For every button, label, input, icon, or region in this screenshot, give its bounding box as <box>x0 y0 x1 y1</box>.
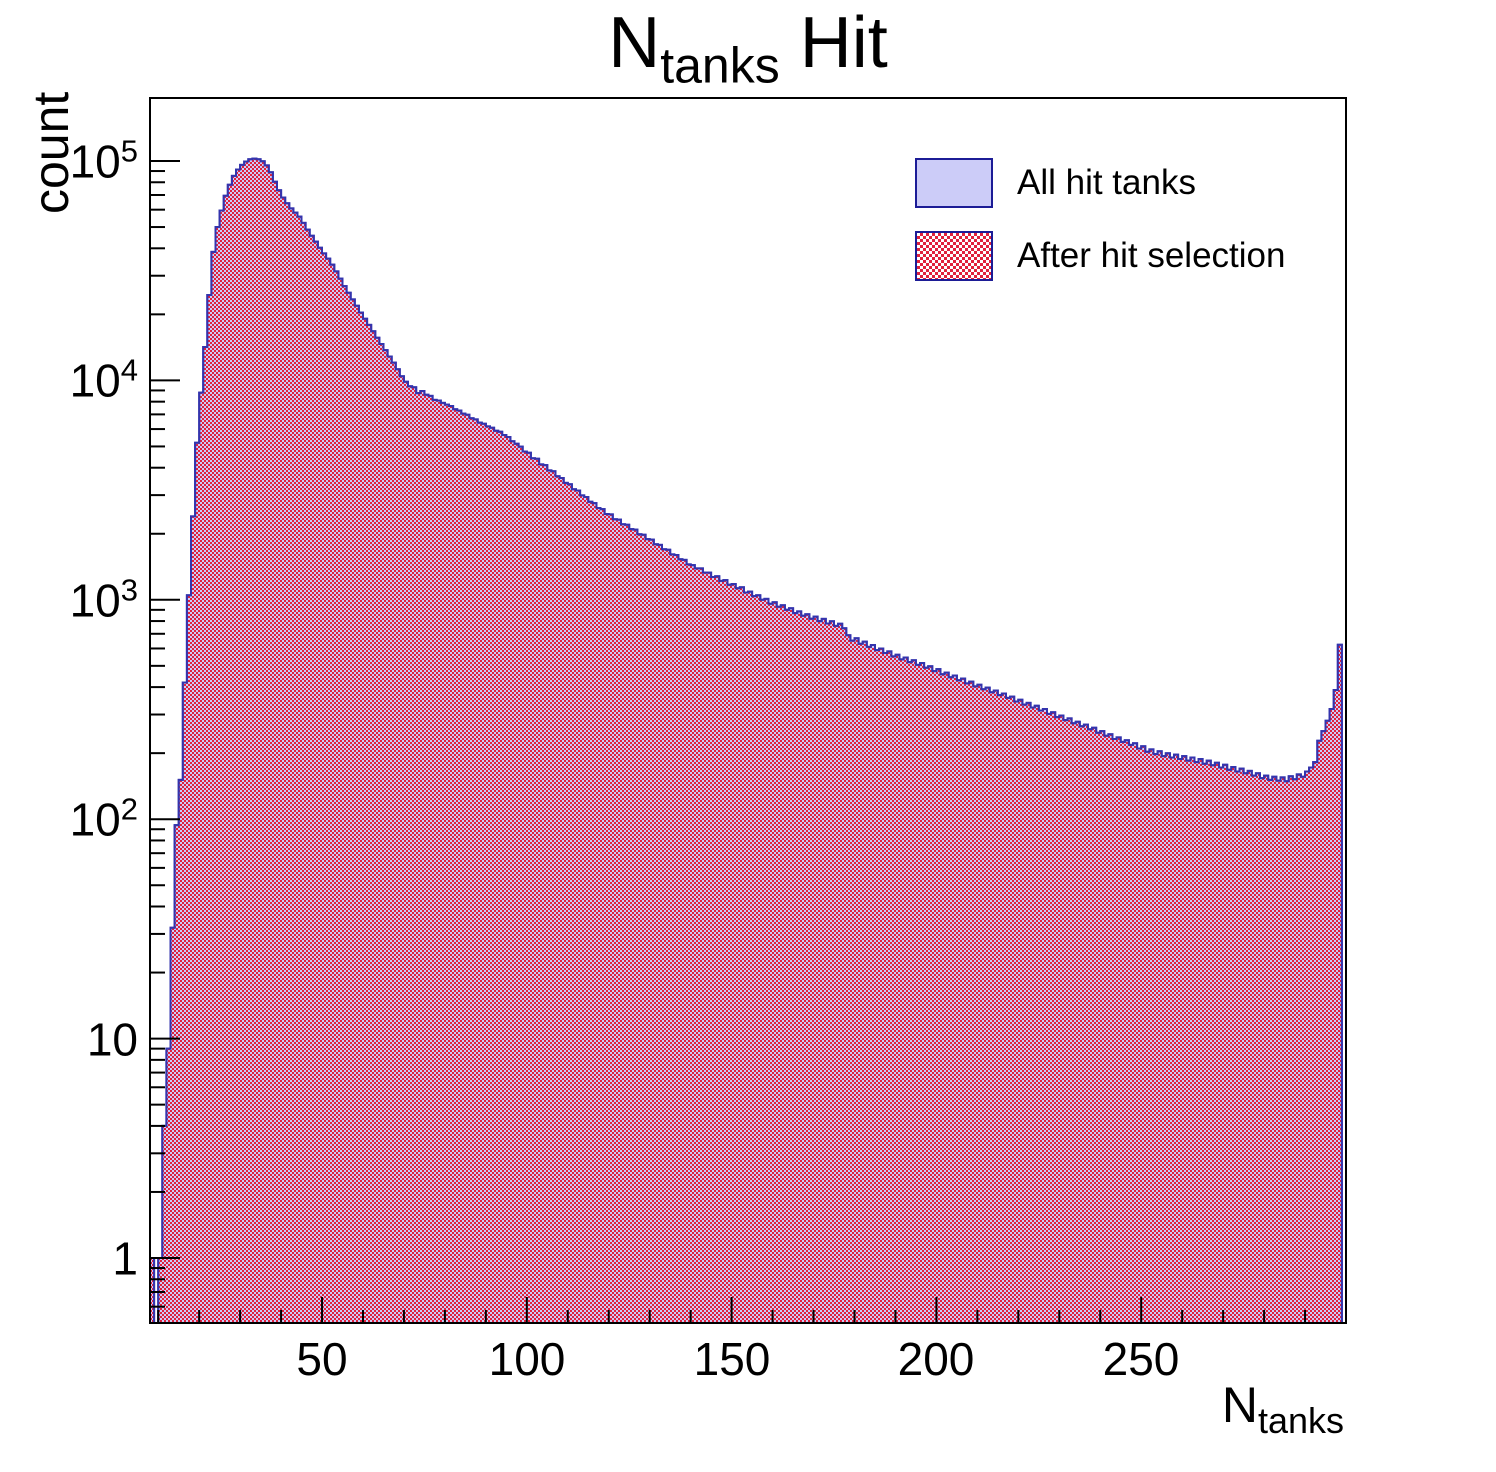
x-tick-label-50: 50 <box>296 1333 348 1385</box>
plot-frame <box>149 97 1347 1324</box>
x-axis-title-subscript: tanks <box>1257 1400 1344 1441</box>
x-tick-label-100: 100 <box>488 1333 566 1385</box>
legend-label: All hit tanks <box>1017 163 1196 202</box>
y-tick-label-1e3: 103 <box>69 572 138 627</box>
chart-title-suffix: Hit <box>779 3 888 83</box>
y-tick-label-1e2: 102 <box>69 791 138 846</box>
legend-swatch-solid <box>915 158 993 208</box>
x-tick-label-200: 200 <box>897 1333 975 1385</box>
legend-item-after-hit-selection: After hit selection <box>915 231 1285 281</box>
x-axis-title-prefix: N <box>1221 1377 1258 1433</box>
legend-label: After hit selection <box>1017 236 1286 275</box>
chart-title-prefix: N <box>608 3 661 83</box>
y-tick-label-10: 10 <box>86 1013 138 1066</box>
x-tick-label-150: 150 <box>693 1333 771 1385</box>
legend-item-all-hit-tanks: All hit tanks <box>915 158 1196 208</box>
legend-swatch-hatch <box>915 231 993 281</box>
chart-title: Ntanks Hit <box>0 0 1496 90</box>
series-after-hit-selection <box>149 157 1343 1324</box>
x-tick-label-250: 250 <box>1102 1333 1180 1385</box>
y-tick-label-1: 1 <box>112 1232 138 1285</box>
chart-title-subscript: tanks <box>660 37 780 94</box>
y-tick-label-1e5: 105 <box>69 133 138 188</box>
x-axis-title: Ntanks <box>1221 1376 1344 1439</box>
y-tick-label-1e4: 104 <box>69 352 138 407</box>
